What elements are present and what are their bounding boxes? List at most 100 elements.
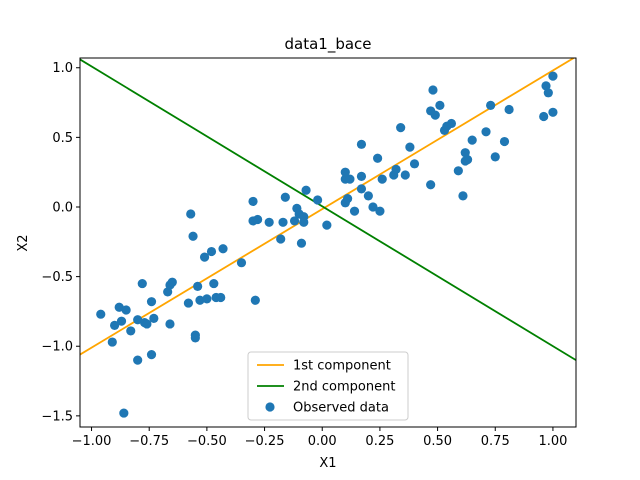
data-point xyxy=(186,209,196,219)
x-tick-label: 0.75 xyxy=(481,434,510,449)
data-point xyxy=(430,110,440,120)
data-point xyxy=(202,294,212,304)
data-point xyxy=(345,174,355,184)
data-point xyxy=(548,107,558,117)
data-point xyxy=(349,206,360,216)
data-point xyxy=(322,220,332,230)
data-point xyxy=(363,191,373,201)
data-point xyxy=(548,71,558,81)
data-point xyxy=(458,191,468,201)
data-point xyxy=(146,297,157,307)
data-point xyxy=(541,81,551,91)
data-point xyxy=(133,355,143,365)
x-tick-label: 0.25 xyxy=(365,434,394,449)
data-point xyxy=(296,238,307,248)
y-tick-label: 1.0 xyxy=(52,61,73,76)
data-point xyxy=(375,206,385,216)
data-point xyxy=(167,277,177,287)
data-point xyxy=(453,166,463,176)
x-tick-label: −0.75 xyxy=(129,434,169,449)
data-point xyxy=(356,184,367,194)
data-point xyxy=(142,319,152,329)
chart-title: data1_bace xyxy=(284,35,371,54)
y-tick-label: −1.5 xyxy=(41,409,73,424)
data-point xyxy=(504,104,514,115)
data-point xyxy=(209,278,219,289)
data-point xyxy=(543,88,553,98)
y-tick-label: −0.5 xyxy=(41,270,73,285)
data-point xyxy=(107,337,117,347)
legend-swatch-3 xyxy=(265,402,275,412)
data-point xyxy=(218,244,228,254)
data-point xyxy=(216,292,226,303)
data-point xyxy=(435,100,445,110)
x-tick-label: −1.00 xyxy=(72,434,112,449)
x-tick-label: −0.50 xyxy=(187,434,227,449)
data-point xyxy=(121,305,131,315)
data-point xyxy=(289,216,300,226)
data-point xyxy=(236,258,247,268)
data-point xyxy=(373,153,383,163)
data-point xyxy=(409,159,420,169)
data-point xyxy=(163,287,173,297)
plot-frame xyxy=(79,57,577,428)
data-point xyxy=(188,231,198,241)
data-point xyxy=(539,111,549,122)
data-point xyxy=(195,295,205,305)
data-point xyxy=(343,194,353,204)
data-point xyxy=(481,127,491,137)
x-tick-label: 0.00 xyxy=(308,434,337,449)
legend-label-2: 2nd component xyxy=(293,380,395,395)
legend-box xyxy=(247,351,409,421)
data-point xyxy=(183,298,194,308)
data-point xyxy=(396,123,406,133)
data-point xyxy=(206,246,217,257)
data-point xyxy=(368,202,378,212)
component-line-2 xyxy=(80,58,576,361)
x-tick-label: −0.25 xyxy=(245,434,285,449)
legend: 1st component 2nd component Observed data xyxy=(247,351,409,421)
x-tick-label: 0.50 xyxy=(423,434,452,449)
data-point xyxy=(110,320,120,330)
data-point xyxy=(356,171,367,181)
data-point xyxy=(278,217,288,227)
data-point xyxy=(126,326,136,336)
data-point xyxy=(446,118,457,129)
data-point xyxy=(428,85,438,95)
data-point xyxy=(116,316,127,326)
data-point xyxy=(165,319,175,329)
data-point xyxy=(199,252,210,262)
data-point xyxy=(276,234,286,244)
data-point xyxy=(340,167,350,177)
data-point xyxy=(313,195,323,205)
axes: −1.00 −0.75 −0.50 −0.25 0.00 0.25 0.50 0.75 1.00… xyxy=(41,61,567,449)
component-line-1 xyxy=(80,58,576,356)
plot-area xyxy=(80,58,576,418)
data-point xyxy=(467,135,477,145)
data-point xyxy=(146,349,157,360)
data-point xyxy=(137,278,147,289)
data-point xyxy=(391,164,401,174)
y-tick-label: 0.0 xyxy=(52,200,73,215)
data-point xyxy=(426,180,436,190)
data-point xyxy=(133,315,143,325)
data-point xyxy=(248,196,258,207)
data-point xyxy=(486,100,496,110)
data-point xyxy=(356,139,367,149)
legend-label-3: Observed data xyxy=(293,401,389,416)
data-point xyxy=(250,295,260,305)
y-axis-label: X2 xyxy=(16,234,31,251)
data-point xyxy=(264,217,274,227)
data-point xyxy=(114,302,124,312)
y-tick-label: −1.0 xyxy=(41,340,73,355)
x-tick-label: 1.00 xyxy=(538,434,567,449)
data-point xyxy=(462,155,473,165)
data-point xyxy=(193,281,203,291)
data-point xyxy=(119,408,129,418)
data-point xyxy=(149,313,159,323)
data-point xyxy=(96,309,106,319)
data-point xyxy=(301,185,311,195)
data-point xyxy=(299,217,309,227)
data-point xyxy=(377,174,387,184)
